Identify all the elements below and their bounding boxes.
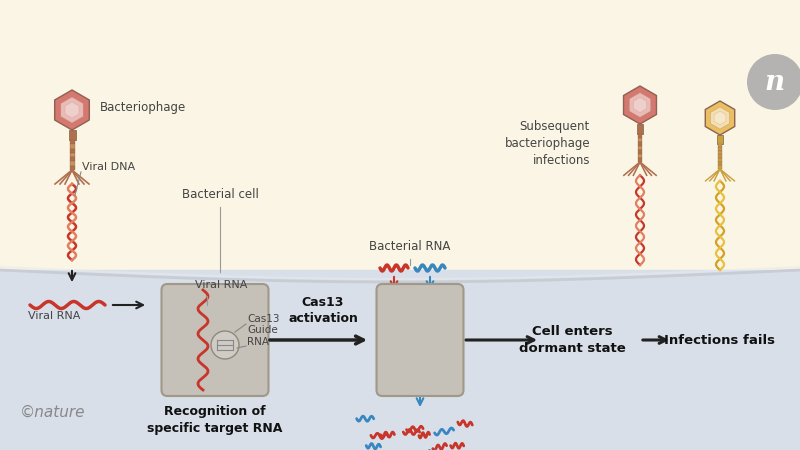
Text: Bacteriophage: Bacteriophage xyxy=(100,102,186,114)
Polygon shape xyxy=(65,102,79,118)
Polygon shape xyxy=(634,97,646,112)
Text: Bacterial cell: Bacterial cell xyxy=(182,188,258,201)
Bar xyxy=(70,153,74,157)
Polygon shape xyxy=(706,101,734,135)
Text: Infections fails: Infections fails xyxy=(665,333,775,346)
FancyBboxPatch shape xyxy=(162,284,269,396)
Bar xyxy=(718,154,722,158)
Text: Viral RNA: Viral RNA xyxy=(195,280,247,290)
Bar xyxy=(70,166,74,170)
Text: Bacterial RNA: Bacterial RNA xyxy=(370,240,450,253)
Bar xyxy=(638,150,642,154)
Text: Cell enters
dormant state: Cell enters dormant state xyxy=(518,325,626,355)
Text: Cas13
activation: Cas13 activation xyxy=(288,296,358,325)
Text: Viral RNA: Viral RNA xyxy=(28,311,80,321)
Bar xyxy=(638,154,642,158)
Text: Viral DNA: Viral DNA xyxy=(82,162,135,172)
Bar xyxy=(638,146,642,150)
Text: Cas13: Cas13 xyxy=(247,314,279,324)
Polygon shape xyxy=(630,93,650,117)
Bar xyxy=(638,134,642,138)
Bar xyxy=(70,144,74,149)
Bar xyxy=(638,142,642,146)
Bar xyxy=(638,138,642,142)
Bar xyxy=(718,147,722,151)
Circle shape xyxy=(747,54,800,110)
Polygon shape xyxy=(61,97,83,123)
Bar xyxy=(718,158,722,162)
Text: Subsequent
bacteriophage
infections: Subsequent bacteriophage infections xyxy=(504,120,590,167)
Bar xyxy=(70,157,74,162)
Polygon shape xyxy=(54,90,90,130)
Bar xyxy=(69,130,75,140)
Bar xyxy=(717,135,723,144)
Bar xyxy=(70,140,74,144)
Polygon shape xyxy=(710,107,730,129)
Text: n: n xyxy=(765,68,785,95)
Bar xyxy=(70,148,74,153)
Polygon shape xyxy=(623,86,657,124)
Bar xyxy=(718,144,722,147)
Text: Guide
RNA: Guide RNA xyxy=(247,325,278,347)
Text: Recognition of
specific target RNA: Recognition of specific target RNA xyxy=(147,405,282,435)
Polygon shape xyxy=(714,111,726,125)
Bar xyxy=(718,162,722,165)
Bar xyxy=(718,165,722,169)
Circle shape xyxy=(211,331,239,359)
Bar xyxy=(638,158,642,162)
Bar xyxy=(70,162,74,166)
Bar xyxy=(637,124,643,134)
Text: ©nature: ©nature xyxy=(20,405,86,420)
FancyBboxPatch shape xyxy=(377,284,463,396)
Bar xyxy=(718,151,722,154)
